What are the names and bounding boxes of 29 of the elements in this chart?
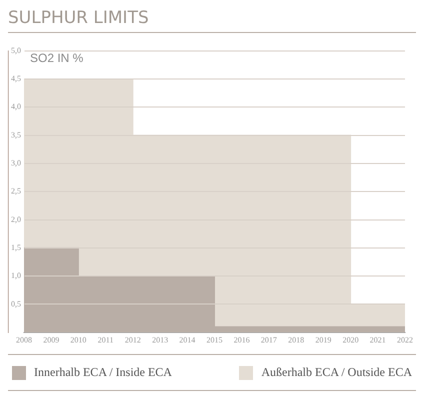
y-tick-label: 4,5 bbox=[11, 74, 21, 84]
y-tick-label: 3,0 bbox=[11, 158, 21, 168]
x-tick-label: 2020 bbox=[342, 335, 359, 344]
x-tick-label: 2011 bbox=[98, 335, 114, 344]
x-tick-label: 2019 bbox=[315, 335, 332, 344]
x-tick-label: 2016 bbox=[234, 335, 250, 344]
chart-title: SULPHUR LIMITS bbox=[8, 8, 416, 33]
y-tick-label: 1,5 bbox=[11, 243, 21, 252]
x-tick-label: 2013 bbox=[152, 335, 168, 344]
x-tick-label: 2009 bbox=[43, 335, 60, 344]
x-tick-label: 2010 bbox=[70, 335, 86, 344]
x-tick-label: 2022 bbox=[397, 335, 413, 344]
x-tick-label: 2012 bbox=[124, 335, 141, 344]
x-tick-label: 2018 bbox=[288, 335, 304, 344]
x-tick-label: 2015 bbox=[206, 335, 222, 344]
y-tick-label: 1,0 bbox=[11, 271, 21, 280]
x-tick-label: 2017 bbox=[260, 335, 277, 344]
y-tick-label: 4,0 bbox=[11, 102, 21, 112]
y-tick-label: 5,0 bbox=[11, 46, 21, 55]
y-axis-title: SO2 IN % bbox=[30, 51, 84, 66]
legend-label: Außerhalb ECA / Outside ECA bbox=[261, 365, 412, 380]
y-tick-label: 0,5 bbox=[11, 299, 21, 308]
x-tick-label: 2021 bbox=[370, 335, 386, 344]
y-tick-label: 3,5 bbox=[11, 130, 21, 140]
legend-label: Innerhalb ECA / Inside ECA bbox=[34, 365, 172, 380]
x-tick-label: 2014 bbox=[179, 335, 196, 344]
y-tick-label: 2,5 bbox=[11, 186, 21, 196]
y-tick-label: 2,0 bbox=[11, 214, 21, 224]
x-tick-label: 2008 bbox=[16, 335, 32, 344]
